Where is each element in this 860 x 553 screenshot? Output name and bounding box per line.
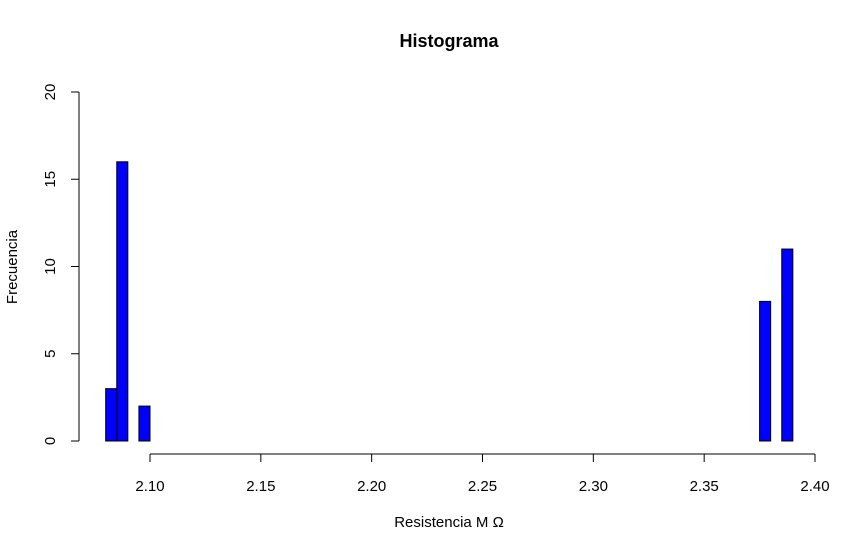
histogram-bar (138, 405, 151, 442)
y-axis-label: Frecuencia (4, 229, 21, 304)
x-tick-label: 2.15 (246, 478, 275, 495)
x-tick-label: 2.20 (357, 478, 386, 495)
y-tick-label: 10 (42, 258, 59, 275)
y-tick-label: 0 (42, 437, 59, 445)
chart-title: Histograma (399, 31, 499, 51)
x-tick-label: 2.40 (800, 478, 829, 495)
histogram-bar (116, 161, 129, 442)
x-tick-label: 2.25 (468, 478, 497, 495)
y-tick-label: 5 (42, 350, 59, 358)
x-axis: 2.10 2.15 2.20 2.25 2.30 2.35 2.40 (135, 453, 830, 495)
x-tick-label: 2.10 (135, 478, 164, 495)
histogram-bar (759, 300, 772, 442)
x-tick-label: 2.35 (690, 478, 719, 495)
x-tick-label: 2.30 (579, 478, 608, 495)
y-axis: 0 5 10 15 20 (42, 84, 80, 445)
histogram-bar (105, 388, 118, 442)
histogram-bar (781, 248, 794, 442)
y-tick-label: 20 (42, 84, 59, 101)
histogram-bars (105, 161, 794, 442)
y-tick-label: 15 (42, 171, 59, 188)
x-axis-label: Resistencia M Ω (394, 514, 504, 531)
